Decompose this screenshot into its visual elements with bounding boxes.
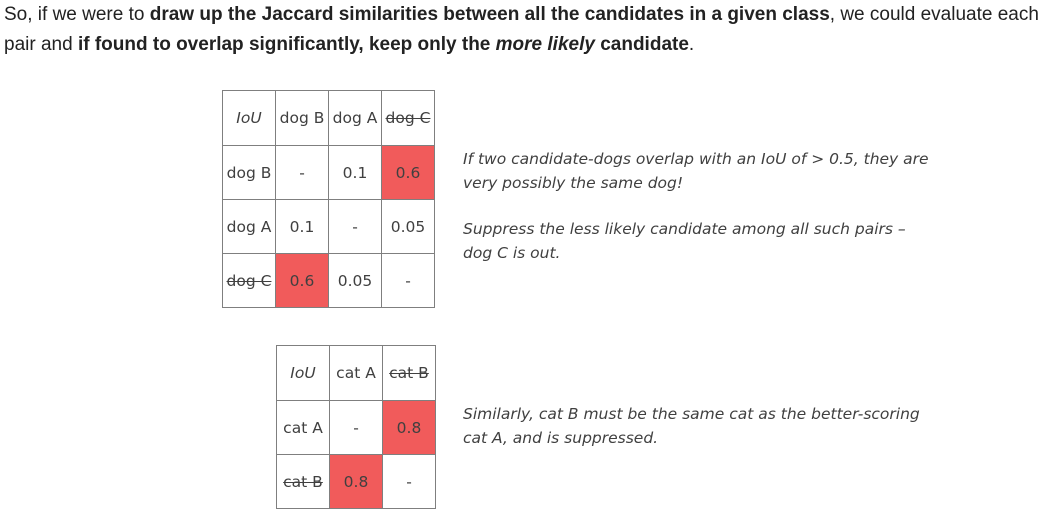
intro-text-1: So, if we were to xyxy=(4,4,150,25)
dog-table-cell: 0.1 xyxy=(328,145,382,200)
dog-table-cell: 0.6 xyxy=(381,145,435,200)
intro-text-3: . xyxy=(688,34,695,55)
dog-table-row-label: dog A xyxy=(222,199,276,254)
note-cat: Similarly, cat B must be the same cat as… xyxy=(463,405,920,447)
cat-table-cell: - xyxy=(329,400,383,455)
intro-text-2: , we could evaluate each pair and xyxy=(4,4,1039,55)
dog-iou-table: IoU dog B dog A dog C dog B - 0.1 0.6 do… xyxy=(222,90,435,308)
cat-table-row-label: cat B xyxy=(276,454,330,509)
dog-table-cell: - xyxy=(275,145,329,200)
dog-table-corner: IoU xyxy=(222,90,276,146)
cat-table-cell: 0.8 xyxy=(382,400,436,455)
cat-table-header: cat B xyxy=(382,345,436,401)
dog-table-cell: - xyxy=(381,253,435,308)
dog-table-header: dog C xyxy=(381,90,435,146)
dog-table-cell: - xyxy=(328,199,382,254)
dog-table-header: dog A xyxy=(328,90,382,146)
note-overlap: If two candidate-dogs overlap with an Io… xyxy=(463,150,929,192)
intro-bold-italic: more likely xyxy=(495,34,595,55)
intro-paragraph: So, if we were to draw up the Jaccard si… xyxy=(4,0,1044,60)
note-suppress: Suppress the less likely candidate among… xyxy=(463,220,906,262)
dog-table-cell: 0.05 xyxy=(381,199,435,254)
dog-table-row-label: dog C xyxy=(222,253,276,308)
dog-table-cell: 0.05 xyxy=(328,253,382,308)
cat-table-cell: 0.8 xyxy=(329,454,383,509)
cat-table-header: cat A xyxy=(329,345,383,401)
dog-table-row-label: dog B xyxy=(222,145,276,200)
dog-table-cell: 0.1 xyxy=(275,199,329,254)
cat-iou-table: IoU cat A cat B cat A - 0.8 cat B 0.8 - xyxy=(276,345,436,509)
intro-bold-1: draw up the Jaccard similarities between… xyxy=(149,4,830,25)
cat-table-cell: - xyxy=(382,454,436,509)
dog-table-header: dog B xyxy=(275,90,329,146)
cat-table-row-label: cat A xyxy=(276,400,330,455)
cat-table-corner: IoU xyxy=(276,345,330,401)
intro-bold-3: candidate xyxy=(594,34,689,55)
dog-table-cell: 0.6 xyxy=(275,253,329,308)
intro-bold-2: if found to overlap significantly, keep … xyxy=(77,34,496,55)
